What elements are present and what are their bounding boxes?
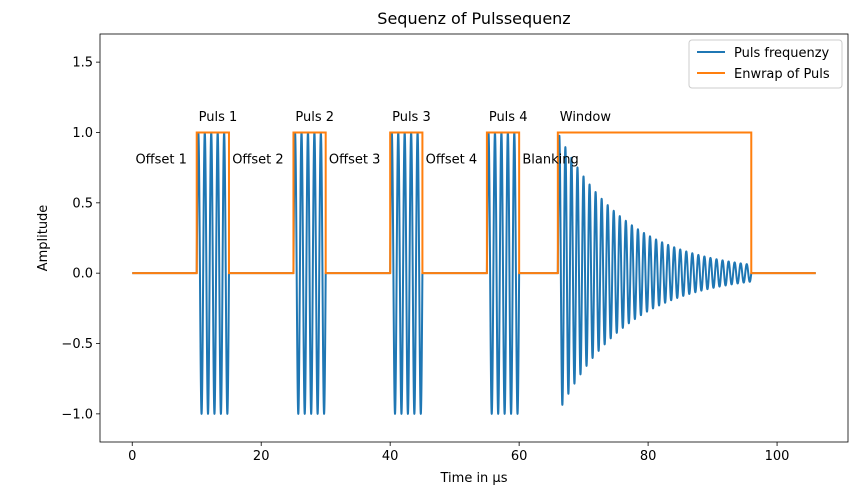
series-layer xyxy=(132,131,816,415)
y-tick-label: −0.5 xyxy=(61,337,93,352)
legend: Puls frequenzy Enwrap of Puls xyxy=(688,39,843,89)
legend-label-enwrap-of-puls: Enwrap of Puls xyxy=(734,67,830,82)
plot-frame xyxy=(99,33,849,443)
annotation-label: Offset 1 xyxy=(135,152,186,167)
y-axis-ticks: −1.0 −0.5 0.0 0.5 1.0 1.5 xyxy=(61,56,100,422)
annotation-label: Offset 4 xyxy=(426,152,477,167)
annotation-label: Puls 4 xyxy=(489,110,528,125)
y-axis-label: Amplitude xyxy=(36,205,51,272)
x-tick-label: 60 xyxy=(511,449,528,464)
annotation-label: Puls 1 xyxy=(199,110,238,125)
x-axis-label: Time in µs xyxy=(440,471,508,486)
annotation-layer: Puls 1 Puls 2 Puls 3 Puls 4 Window Offset 1 Of… xyxy=(135,110,611,167)
series-line-puls-frequenzy xyxy=(132,131,816,415)
series-line-enwrap-of-puls xyxy=(132,131,816,275)
y-tick-label: 1.5 xyxy=(72,56,93,71)
y-tick-label: 0.0 xyxy=(72,267,93,282)
x-tick-label: 100 xyxy=(765,449,790,464)
x-tick-label: 0 xyxy=(128,449,136,464)
legend-label-puls-frequenzy: Puls frequenzy xyxy=(734,46,830,61)
y-tick-label: 0.5 xyxy=(72,196,93,211)
y-tick-label: −1.0 xyxy=(61,407,93,422)
y-tick-label: 1.0 xyxy=(72,126,93,141)
chart-title: Sequenz of Pulssequenz xyxy=(377,9,570,28)
legend-box xyxy=(688,39,843,89)
x-tick-label: 20 xyxy=(253,449,270,464)
annotation-label: Offset 3 xyxy=(329,152,380,167)
annotation-label: Offset 2 xyxy=(232,152,283,167)
x-axis-ticks: 0 20 40 60 80 100 xyxy=(128,442,789,464)
annotation-label: Puls 2 xyxy=(295,110,334,125)
x-tick-label: 80 xyxy=(640,449,657,464)
annotation-label: Window xyxy=(560,110,612,125)
x-tick-label: 40 xyxy=(382,449,399,464)
annotation-label: Puls 3 xyxy=(392,110,431,125)
annotation-label: Blanking xyxy=(522,152,578,167)
